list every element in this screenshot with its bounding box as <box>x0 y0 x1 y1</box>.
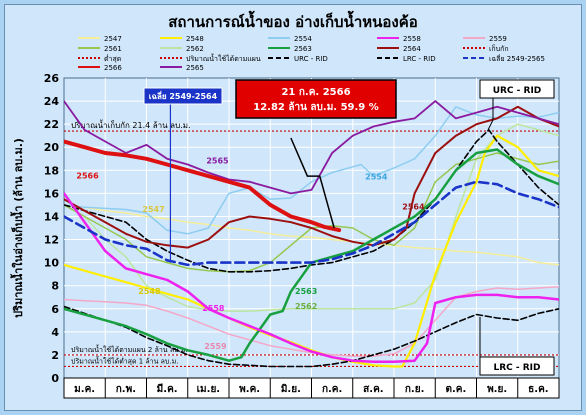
y-tick-label: 2 <box>51 349 59 362</box>
series-label: 2558 <box>202 304 225 313</box>
x-tick-label: เม.ย. <box>197 384 220 395</box>
x-tick-label: มี.ค. <box>157 383 178 395</box>
urc-label: URC - RID <box>493 86 542 96</box>
x-tick-label: ส.ค. <box>363 384 383 395</box>
legend-label: 2554 <box>294 35 312 43</box>
legend-label: 2561 <box>104 45 122 53</box>
urc-leader <box>487 98 494 131</box>
series-label: 2566 <box>76 171 99 180</box>
y-tick-label: 12 <box>44 234 59 247</box>
y-tick-label: 8 <box>51 280 59 293</box>
current-volume: 12.82 ล้าน ลบ.ม. 59.9 % <box>253 101 379 113</box>
avg-callout-label: เฉลี่ย 2549-2564 <box>149 90 218 101</box>
series-line-เฉลี่ย-2549-2565 <box>64 180 559 267</box>
y-tick-label: 14 <box>44 210 60 223</box>
series-label: 2548 <box>138 287 161 296</box>
legend-label: 2562 <box>186 45 204 53</box>
current-date: 21 ก.ค. 2566 <box>281 87 350 98</box>
series-line-2563 <box>64 148 559 362</box>
series-label: 2563 <box>295 287 317 296</box>
series-label: 2554 <box>365 173 388 182</box>
annotations: 2566 2565 2554 2547 2564 2548 2558 2563 2562 2559… <box>76 79 555 376</box>
plan-label: ปริมาณน้ำใช้ได้ตามแผน 2 ล้าน ลบ.ม. <box>71 343 188 354</box>
series-label: 2559 <box>204 342 227 351</box>
y-tick-label: 4 <box>51 326 59 339</box>
x-tick-label: มิ.ย. <box>281 383 301 395</box>
legend-label: 2564 <box>403 45 421 53</box>
legend-label: 2565 <box>186 64 204 72</box>
legend-label: เฉลี่ย 2549-2565 <box>489 54 545 63</box>
series-line-2564 <box>64 105 559 249</box>
current-callout-box <box>235 79 397 119</box>
callout-leader <box>290 137 335 229</box>
legend-label: 2548 <box>186 35 204 43</box>
legend-label: URC - RID <box>294 55 328 63</box>
legend-label: 2563 <box>294 45 312 53</box>
series-line-LRC---RID <box>64 305 559 368</box>
y-tick-label: 26 <box>44 72 60 85</box>
legend-label: ปริมาณน้ำใช้ได้ตามแผน <box>186 52 261 63</box>
legend-label: 2566 <box>104 64 122 72</box>
x-tick-label: ก.ค. <box>322 384 342 395</box>
urc-box <box>479 79 555 99</box>
y-tick-label: 20 <box>44 141 60 154</box>
legend: 2547 2548 2554 2558 2559 2561 2562 2563 2564 เก็บ… <box>78 35 545 72</box>
storage-label: ปริมาณน้ำเก็บกัก 21.4 ล้าน ลบ.ม. <box>71 119 191 130</box>
y-tick-label: 18 <box>44 164 59 177</box>
y-axis-label: ปริมาณน้ำในอ่างเก็บน้ำ (ล้าน ลบ.ม.) <box>10 138 25 318</box>
reference-lines: ปริมาณน้ำเก็บกัก 21.4 ล้าน ลบ.ม. ปริมาณน้… <box>64 119 559 368</box>
series-label: 2562 <box>295 302 317 311</box>
y-tick-label: 10 <box>44 257 60 270</box>
x-tick-label: พ.ย. <box>487 384 507 395</box>
y-tick-label: 22 <box>44 118 59 131</box>
series-line-2547 <box>64 204 559 266</box>
legend-label: 2547 <box>104 35 122 43</box>
y-tick-label: 24 <box>44 95 60 108</box>
x-tick-label: ธ.ค. <box>528 384 548 395</box>
avg-callout-box <box>143 87 223 105</box>
legend-label: เก็บกัก <box>489 44 509 53</box>
y-tick-label: 16 <box>44 187 60 200</box>
chart-title: สถานการณ์น้ำของ อ่างเก็บน้ำหนองค้อ <box>168 13 418 31</box>
y-tick-label: 0 <box>51 372 59 385</box>
x-tick-label: ต.ค. <box>445 384 466 395</box>
series-label: 2564 <box>402 203 425 212</box>
x-tick-label: ม.ค. <box>74 384 95 395</box>
series-label: 2547 <box>142 205 164 214</box>
lrc-box <box>479 356 555 376</box>
x-tick-label: ก.ย. <box>405 384 425 395</box>
series-label: 2565 <box>206 156 229 165</box>
legend-label: ต่ำสุด <box>104 54 121 63</box>
series-line-2566 <box>64 139 342 233</box>
legend-label: 2559 <box>489 35 507 43</box>
legend-label: 2558 <box>403 35 421 43</box>
x-tick-label: ก.พ. <box>116 384 136 395</box>
min-label: ปริมาณน้ำใช้ได้ต่ำสุด 1 ล้าน ลบ.ม. <box>71 354 178 365</box>
series-line-2558 <box>64 192 559 364</box>
series-line-2565 <box>64 100 559 195</box>
y-tick-label: 6 <box>51 303 59 316</box>
lrc-label: LRC - RID <box>493 363 540 373</box>
series-layer <box>64 100 559 368</box>
x-tick-label: พ.ค. <box>239 384 260 395</box>
legend-label: LRC - RID <box>403 55 436 63</box>
